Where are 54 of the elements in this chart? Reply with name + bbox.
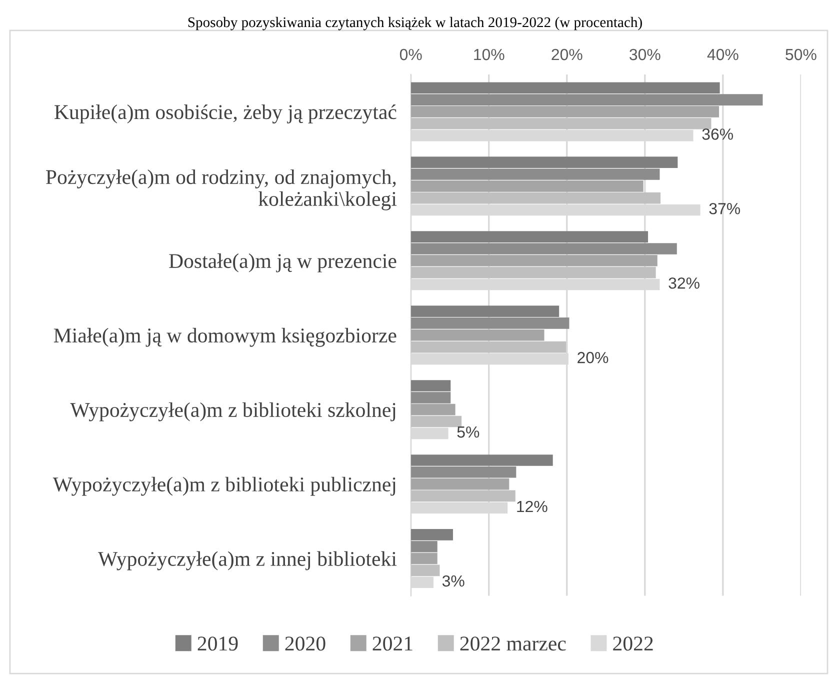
data-label: 36%	[702, 128, 734, 140]
bar	[410, 94, 763, 106]
chart-title: Sposoby pozyskiwania czytanych książek w latach 2019-2022 (w procentach)	[188, 16, 642, 30]
y-tick-label: Wypożyczyłe(a)m z biblioteki publicznej	[52, 476, 396, 496]
bar	[410, 341, 566, 353]
bar	[410, 192, 661, 204]
bar	[410, 106, 720, 118]
legend-label: 2021	[372, 636, 412, 651]
data-label: 12%	[517, 500, 548, 512]
legend-label: 2022	[613, 636, 653, 651]
bar	[410, 266, 656, 278]
bar	[410, 540, 438, 552]
y-tick-label: Kupiłe(a)m osobiście, żeby ją przeczytać	[54, 104, 396, 124]
legend-label: 2019	[198, 636, 238, 651]
x-tick-label: 40%	[707, 48, 738, 60]
x-tick-label: 0%	[400, 48, 422, 60]
bar	[410, 329, 544, 341]
bar	[410, 416, 462, 428]
legend-label: 2022 marzec	[460, 636, 566, 651]
data-label: 5%	[457, 426, 480, 438]
bar	[410, 380, 451, 392]
bar	[410, 478, 510, 490]
bar	[410, 254, 658, 266]
bar	[410, 231, 648, 242]
y-tick-label: Pożyczyłe(a)m od rodziny, od znajomych, koleżanki\kolegi	[46, 169, 397, 210]
x-tick-label: 10%	[474, 48, 504, 60]
y-tick-label: Miałe(a)m ją w domowym księgozbiorze	[54, 328, 396, 347]
bar	[410, 454, 553, 466]
data-label: 32%	[668, 277, 700, 289]
bar	[410, 118, 712, 130]
bar	[410, 180, 644, 192]
bar	[410, 404, 456, 416]
x-tick-label: 20%	[552, 48, 582, 60]
data-label: 20%	[578, 352, 608, 364]
bar	[410, 529, 453, 540]
legend-label: 2020	[285, 636, 326, 651]
y-tick-label: Wypożyczyłe(a)m z biblioteki szkolnej	[70, 402, 396, 422]
x-tick-label: 50%	[786, 48, 816, 60]
bar	[410, 466, 516, 478]
bar	[410, 318, 570, 329]
bar	[410, 82, 720, 94]
bar	[410, 243, 677, 254]
bar	[410, 168, 660, 180]
bar	[410, 156, 678, 168]
bar	[410, 306, 560, 317]
y-tick-label: Wypożyczyłe(a)m z innej biblioteki	[98, 551, 397, 570]
x-tick-label: 30%	[630, 48, 660, 60]
bar	[410, 564, 440, 576]
bar	[410, 490, 516, 502]
data-label: 3%	[442, 575, 464, 587]
data-label: 37%	[709, 202, 740, 214]
bar	[410, 552, 438, 564]
y-tick-label: Dostałe(a)m ją w prezencie	[169, 253, 396, 272]
bar	[410, 392, 451, 404]
